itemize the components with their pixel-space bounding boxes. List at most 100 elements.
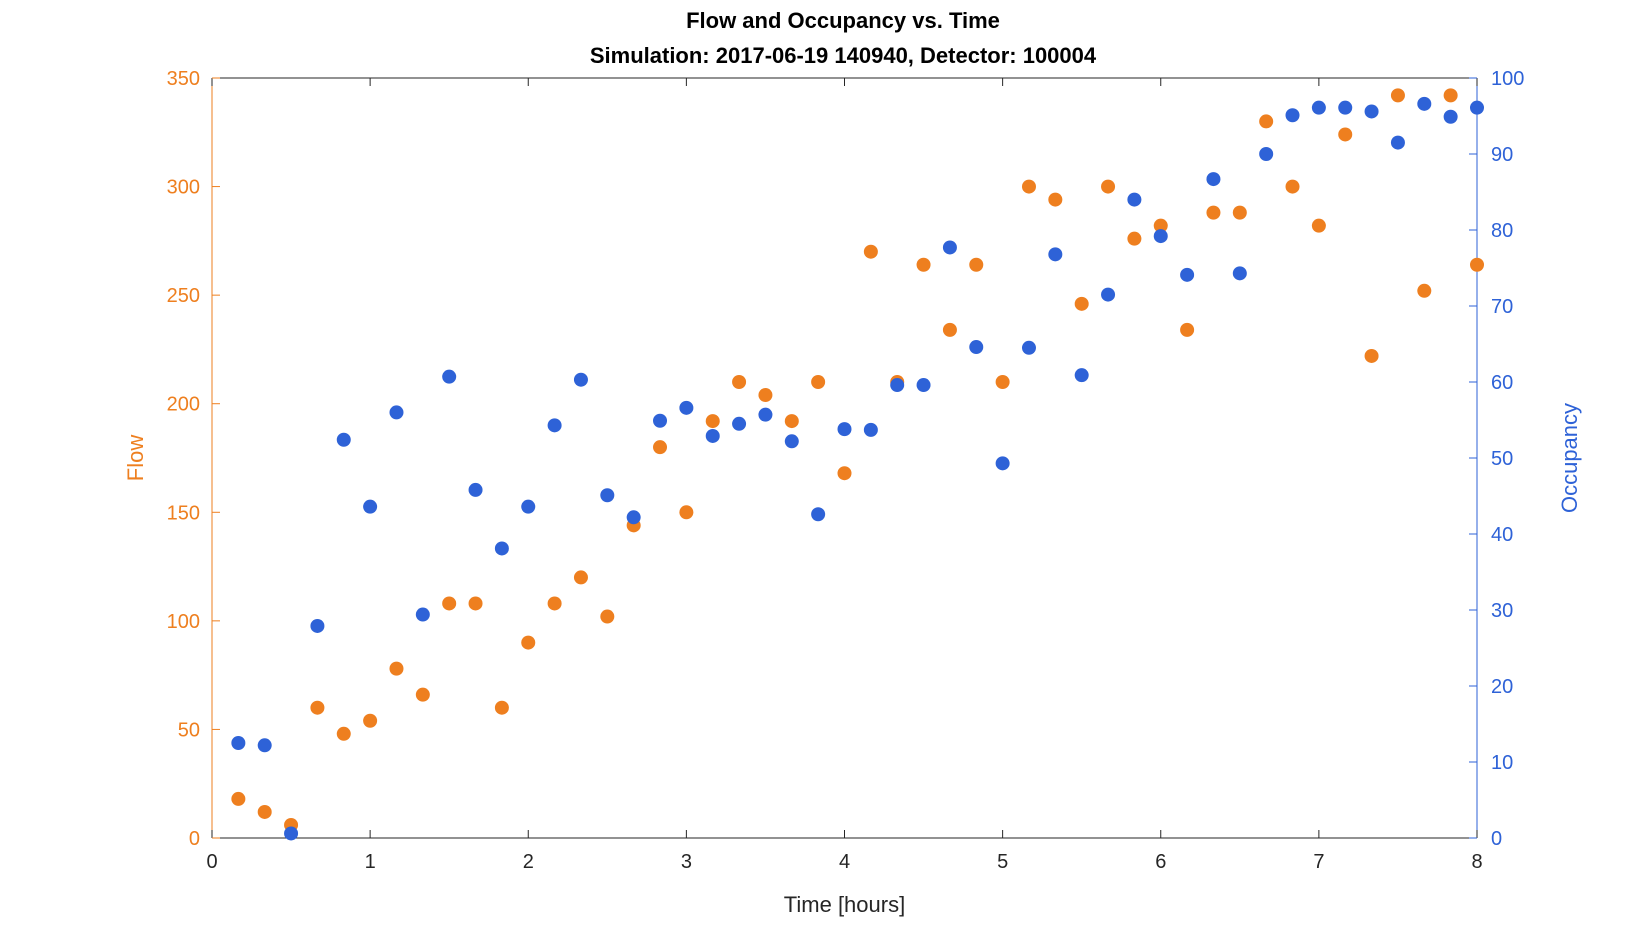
flow-point [1285,179,1300,194]
x-axis-label: Time [hours] [784,892,905,917]
x-tick-label: 7 [1313,851,1324,873]
y-right-tick-label: 70 [1491,296,1513,318]
occupancy-point [284,826,299,841]
x-tick-label: 3 [681,851,692,873]
occupancy-point [942,240,957,255]
flow-point [1443,88,1458,103]
flow-point [942,322,957,337]
occupancy-point [336,432,351,447]
y-right-axis-label: Occupancy [1557,403,1582,513]
occupancy-point [653,413,668,428]
flow-point [1101,179,1116,194]
flow-point [363,713,378,728]
y-left-tick-label: 200 [167,394,200,416]
flow-point [547,596,562,611]
occupancy-point [231,736,246,750]
flow-point [1338,127,1353,142]
occupancy-point [863,422,878,437]
occupancy-point [1390,135,1405,150]
chart-title: Flow and Occupancy vs. Time [686,8,1000,33]
flow-point [679,505,694,520]
y-right-tick-label: 10 [1491,752,1513,774]
occupancy-point [1417,96,1432,111]
y-right-tick-label: 100 [1491,68,1524,90]
flow-point [1074,296,1089,311]
occupancy-point [1232,266,1247,281]
occupancy-point [363,499,378,514]
flow-point [758,388,773,403]
y-right-tick-label: 80 [1491,220,1513,242]
flow-point [1153,218,1168,233]
occupancy-point [995,456,1010,471]
chart-subtitle: Simulation: 2017-06-19 140940, Detector:… [590,43,1097,68]
flow-point [389,661,404,676]
flow-point [653,440,668,455]
occupancy-point [1206,172,1221,187]
flow-point [310,700,325,715]
occupancy-point [732,416,747,431]
flow-point [784,414,799,429]
flow-point [600,609,615,624]
occupancy-point [310,618,325,633]
flow-point [995,375,1010,389]
occupancy-point [494,541,509,556]
occupancy-point [1470,100,1484,115]
occupancy-point [969,340,984,355]
x-tick-label: 1 [365,851,376,873]
x-tick-label: 4 [839,851,850,873]
occupancy-point [1338,100,1353,115]
occupancy-point [1153,229,1168,244]
flow-point [1232,205,1247,220]
occupancy-point [1311,100,1326,115]
occupancy-point [468,482,483,497]
y-left-tick-label: 250 [167,285,200,307]
occupancy-point [257,738,272,753]
flow-point [521,635,536,650]
y-right-tick-label: 60 [1491,372,1513,394]
x-tick-label: 5 [997,851,1008,873]
occupancy-point [679,400,694,415]
occupancy-point [784,434,799,449]
flow-point [732,375,747,389]
y-right-tick-label: 30 [1491,600,1513,622]
y-left-tick-label: 350 [167,68,200,90]
flow-point [336,726,351,741]
occupancy-point [1285,108,1300,123]
flow-point [1206,205,1221,220]
occupancy-point [1127,192,1142,207]
occupancy-point [1180,267,1195,282]
flow-point [1417,283,1432,298]
y-right-tick-label: 90 [1491,144,1513,166]
occupancy-point [1364,104,1379,119]
flow-point [969,257,984,272]
y-left-tick-label: 100 [167,611,200,633]
occupancy-point [521,499,536,514]
y-left-tick-label: 150 [167,502,200,524]
y-left-axis-label: Flow [123,435,148,482]
x-tick-label: 6 [1155,851,1166,873]
flow-point [231,791,246,806]
occupancy-point [1074,368,1089,383]
plot-area: 0 1 2 3 4 5 6 7 80501001502002503003500102030405… [123,68,1582,917]
occupancy-point [573,372,588,387]
flow-point [1364,348,1379,363]
occupancy-series [231,96,1484,841]
occupancy-point [705,428,720,443]
y-right-tick-label: 50 [1491,448,1513,470]
occupancy-point [389,405,404,420]
occupancy-point [1048,247,1063,262]
occupancy-point [1101,287,1116,302]
flow-point [494,700,509,715]
occupancy-point [758,407,773,422]
flow-point [1470,257,1484,272]
flow-point [811,375,826,389]
occupancy-point [600,488,615,503]
flow-point [1127,231,1142,246]
flow-point [705,414,720,429]
occupancy-point [626,510,641,525]
flow-point [1180,322,1195,337]
flow-point [415,687,430,702]
flow-series [231,88,1484,832]
